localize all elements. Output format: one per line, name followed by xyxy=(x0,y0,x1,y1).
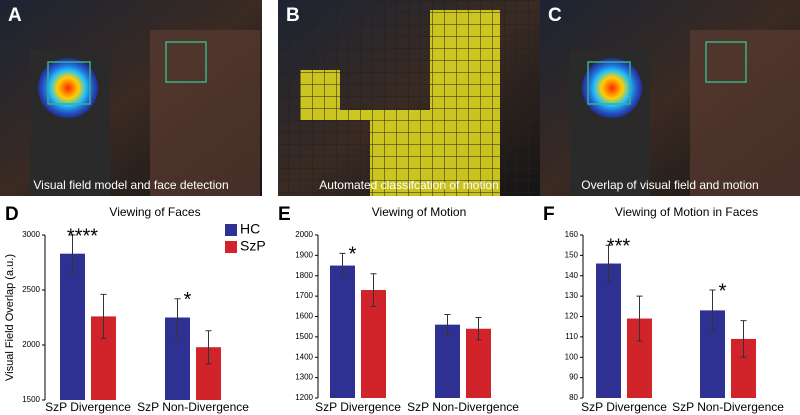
legend-label: HC xyxy=(240,221,260,237)
error-bar xyxy=(740,320,747,358)
y-tick-label: 1500 xyxy=(295,332,313,341)
caption: Overlap of visual field and motion xyxy=(581,178,758,192)
error-bar xyxy=(370,273,377,307)
y-tick-label: 1700 xyxy=(295,291,313,300)
y-tick-label: 1600 xyxy=(295,312,313,321)
y-tick-label: 2500 xyxy=(22,285,40,294)
y-tick-label: 150 xyxy=(565,250,579,259)
caption: Visual field model and face detection xyxy=(33,178,228,192)
y-tick-label: 100 xyxy=(565,352,579,361)
error-bar xyxy=(709,289,716,332)
photo-c xyxy=(540,0,800,196)
photo-b xyxy=(278,0,540,196)
chart-title: Viewing of Faces xyxy=(109,205,200,219)
error-bar xyxy=(605,244,612,283)
panel-label: B xyxy=(286,5,300,26)
y-tick-label: 110 xyxy=(565,332,578,341)
x-tick-label: SzP Divergence xyxy=(315,400,401,414)
significance: *** xyxy=(607,235,631,257)
y-tick-label: 1900 xyxy=(295,250,313,259)
error-bar xyxy=(100,293,107,339)
y-tick-label: 130 xyxy=(565,291,579,300)
significance: * xyxy=(719,280,727,302)
y-tick-label: 1400 xyxy=(295,352,313,361)
bar xyxy=(330,265,355,398)
legend-swatch xyxy=(225,241,237,253)
error-bar xyxy=(174,298,181,337)
bar xyxy=(60,253,85,400)
bar xyxy=(596,263,621,398)
error-bar xyxy=(69,234,76,273)
error-bar xyxy=(636,295,643,342)
y-tick-label: 140 xyxy=(565,271,579,280)
chart-title: Viewing of Motion in Faces xyxy=(615,205,758,219)
error-bar xyxy=(444,313,451,336)
chart-title: Viewing of Motion xyxy=(372,205,467,219)
panel-label: C xyxy=(548,5,562,26)
x-tick-label: SzP Non-Divergence xyxy=(672,400,784,414)
y-tick-label: 160 xyxy=(565,230,579,239)
panel-label: D xyxy=(5,204,19,225)
y-tick-label: 2000 xyxy=(295,230,313,239)
y-tick-label: 1300 xyxy=(295,373,313,382)
bar xyxy=(435,324,460,398)
y-tick-label: 1800 xyxy=(295,271,313,280)
error-bar xyxy=(475,317,482,341)
x-tick-label: SzP Divergence xyxy=(581,400,667,414)
y-tick-label: 2000 xyxy=(22,340,40,349)
y-axis-label: Visual Field Overlap (a.u.) xyxy=(4,254,16,381)
y-tick-label: 3000 xyxy=(22,230,40,239)
caption: Automated classifcation of motion xyxy=(319,178,498,192)
significance: * xyxy=(184,289,192,311)
y-tick-label: 90 xyxy=(569,373,578,382)
y-tick-label: 120 xyxy=(565,312,579,321)
x-tick-label: SzP Non-Divergence xyxy=(137,400,249,414)
significance: * xyxy=(349,244,357,266)
legend-label: SzP xyxy=(240,238,266,254)
photo-a xyxy=(0,0,262,196)
legend-swatch xyxy=(225,224,237,236)
error-bar xyxy=(339,252,346,279)
bar xyxy=(361,290,386,398)
significance: **** xyxy=(67,225,98,247)
y-tick-label: 1500 xyxy=(22,395,40,404)
panel-label: A xyxy=(8,5,22,26)
error-bar xyxy=(205,330,212,365)
y-tick-label: 1200 xyxy=(295,393,313,402)
x-tick-label: SzP Non-Divergence xyxy=(407,400,519,414)
panel-label: F xyxy=(543,204,555,225)
panel-label: E xyxy=(278,204,291,225)
y-tick-label: 80 xyxy=(569,393,578,402)
x-tick-label: SzP Divergence xyxy=(45,400,131,414)
